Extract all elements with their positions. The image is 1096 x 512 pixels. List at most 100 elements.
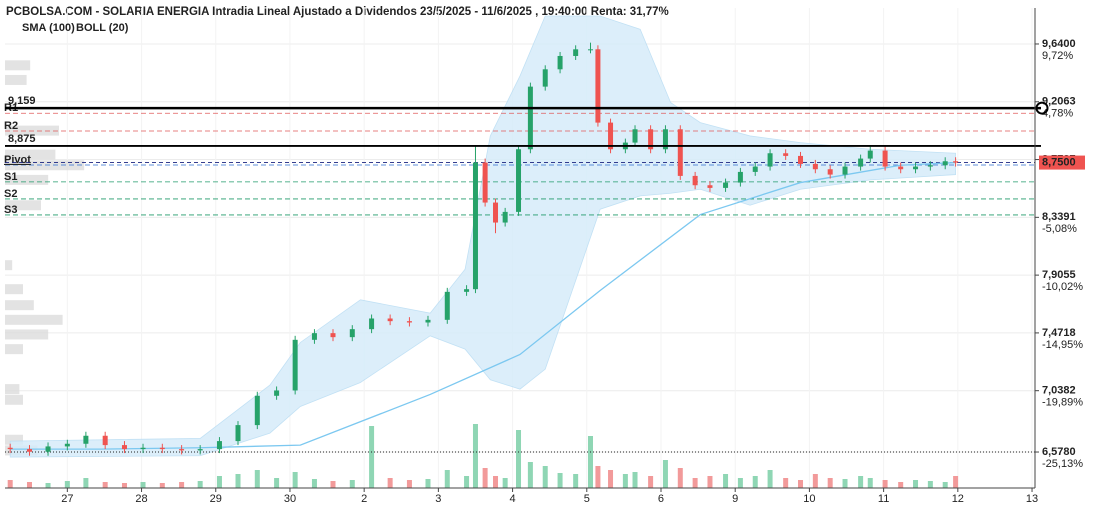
candle-body — [752, 166, 758, 172]
volume-bar — [26, 482, 32, 488]
volume-bar — [573, 474, 579, 488]
volume-bar — [502, 478, 508, 488]
volume-bar — [493, 476, 499, 488]
candle-body — [595, 49, 601, 123]
x-tick-label: 6 — [658, 493, 664, 505]
volume-profile-bar — [5, 149, 56, 160]
volume-profile-bar — [5, 60, 31, 71]
candle-body — [827, 169, 833, 175]
percent-label: -14,95% — [1042, 339, 1083, 351]
candle-body — [502, 211, 508, 223]
percent-label: -25,13% — [1042, 458, 1083, 470]
candle-body — [387, 318, 393, 322]
volume-bar — [882, 480, 888, 488]
x-tick-label: 27 — [61, 493, 73, 505]
candle-body — [216, 441, 222, 450]
x-tick-label: 11 — [878, 493, 889, 505]
x-tick-label: 4 — [510, 493, 516, 505]
volume-profile-bar — [5, 329, 49, 340]
candle-body — [842, 166, 848, 175]
volume-bar — [235, 474, 241, 488]
candle-body — [493, 202, 499, 223]
volume-bar — [677, 468, 683, 488]
pivot-label: S3 — [4, 204, 17, 216]
volume-bar — [812, 474, 818, 488]
percent-label: 4,78% — [1042, 108, 1073, 120]
volume-bar — [737, 478, 743, 488]
candle-body — [7, 447, 13, 450]
volume-bar — [527, 462, 533, 488]
candle-body — [677, 129, 683, 176]
y-tick-label: 7,0382 — [1042, 385, 1076, 397]
bollinger-band — [9, 15, 956, 458]
volume-bar — [557, 473, 563, 488]
candle-body — [472, 162, 478, 290]
candle-body — [542, 69, 548, 87]
volume-bar — [858, 476, 864, 488]
volume-bar — [927, 481, 933, 488]
x-tick-label: 12 — [952, 493, 964, 505]
horizontal-line-label: 8,875 — [8, 133, 36, 145]
x-tick-label: 30 — [284, 493, 296, 505]
y-tick-label: 7,9055 — [1042, 269, 1076, 281]
pivot-label: Pivot — [4, 154, 31, 166]
volume-profile-bar — [5, 284, 23, 295]
last-price-box — [1039, 155, 1085, 170]
volume-bar — [953, 476, 959, 488]
volume-profile-bar — [5, 74, 27, 85]
volume-bar — [662, 460, 668, 488]
candle-body — [608, 122, 614, 150]
volume-profile-bar — [5, 314, 63, 325]
volume-bar — [197, 481, 203, 488]
horizontal-line-label: 9,159 — [8, 95, 36, 107]
volume-profile-bar — [5, 160, 85, 171]
candle-body — [527, 86, 533, 150]
y-tick-label: 8,3391 — [1042, 211, 1076, 223]
volume-bar — [472, 424, 478, 488]
y-tick-label: 7,4718 — [1042, 327, 1076, 339]
candle-body — [767, 153, 773, 167]
volume-bar — [482, 468, 488, 488]
volume-bar — [692, 478, 698, 488]
candle-body — [64, 443, 70, 447]
volume-bar — [330, 481, 336, 488]
legend-sma: SMA (100) — [22, 22, 75, 34]
candle-body — [737, 171, 743, 183]
x-tick-label: 28 — [135, 493, 147, 505]
volume-profile-bar — [5, 200, 41, 211]
x-tick-label: 10 — [803, 493, 815, 505]
x-tick-label: 9 — [732, 493, 738, 505]
volume-bar — [542, 466, 548, 488]
candle-body — [858, 158, 864, 167]
volume-bar — [179, 482, 185, 488]
volume-bar — [587, 436, 593, 488]
candle-body — [369, 318, 375, 330]
candle-body — [723, 182, 729, 188]
y-tick-label: 6,5780 — [1042, 446, 1076, 458]
volume-profile-bar — [5, 174, 49, 185]
legend-boll: BOLL (20) — [76, 22, 129, 34]
candle-body — [648, 129, 654, 150]
candle-body — [783, 153, 789, 156]
volume-profile-bar — [5, 260, 13, 271]
candle-body — [121, 445, 127, 450]
candle-body — [882, 150, 888, 167]
candle-body — [254, 395, 260, 426]
candle-body — [330, 333, 336, 338]
volume-bar — [707, 476, 713, 488]
candle-body — [482, 162, 488, 203]
x-tick-label: 29 — [210, 493, 222, 505]
sma-line — [10, 161, 956, 450]
candle-body — [425, 319, 431, 323]
volume-bar — [406, 480, 412, 488]
candle-body — [707, 185, 713, 188]
volume-bar — [7, 480, 13, 488]
volume-bar — [942, 482, 948, 488]
volume-bar — [140, 482, 146, 488]
percent-label: -5,08% — [1042, 223, 1077, 235]
candle-body — [632, 129, 638, 143]
percent-label: -10,02% — [1042, 281, 1083, 293]
x-tick-label: 5 — [584, 493, 590, 505]
candle-body — [692, 175, 698, 186]
